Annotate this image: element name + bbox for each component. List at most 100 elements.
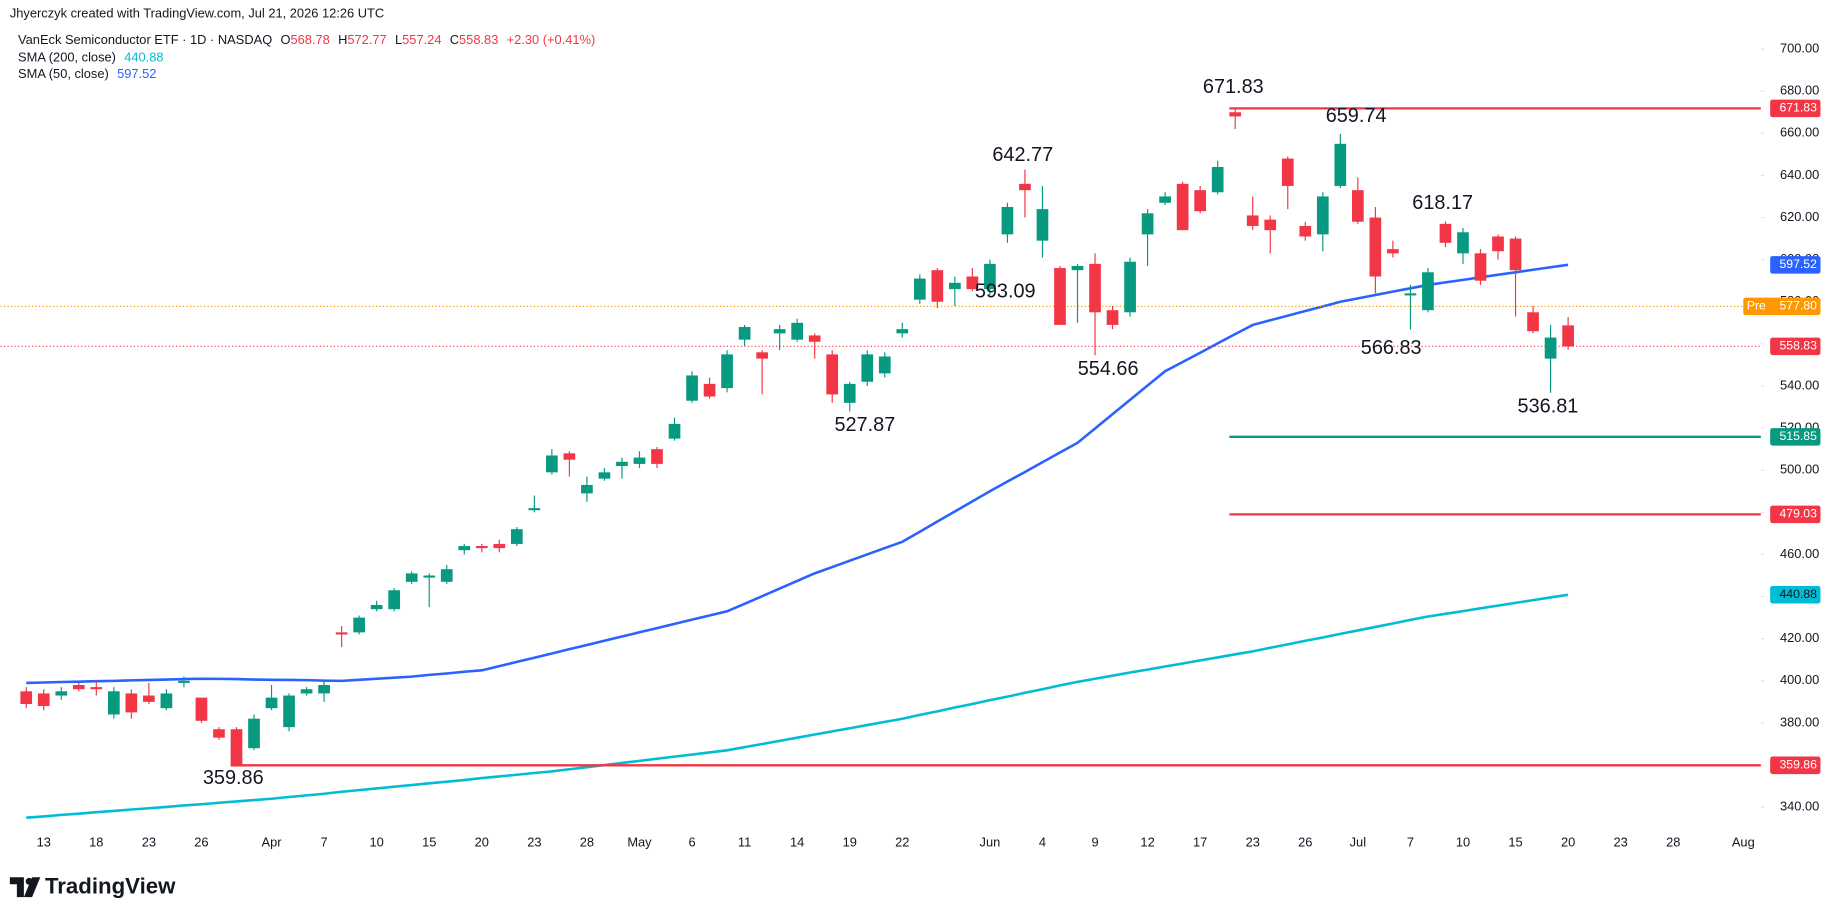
candle-body [248, 718, 260, 749]
candle-body [1264, 219, 1277, 231]
x-tick-label: 9 [1091, 835, 1098, 850]
candle-body [1334, 143, 1347, 186]
x-tick-label: 23 [142, 835, 156, 850]
x-tick-label: 7 [1407, 835, 1414, 850]
y-tick-label: 540.00 [1780, 377, 1819, 392]
ohlc-value: 568.78 [290, 32, 329, 47]
candle-body [283, 695, 295, 728]
candle-body [913, 278, 926, 300]
price-badge-label: 671.83 [1779, 101, 1817, 115]
legend-name: SMA (50, close) [18, 66, 109, 81]
candle-body [581, 484, 593, 494]
x-tick-label: 15 [422, 835, 436, 850]
price-annotation: 566.83 [1361, 337, 1422, 359]
y-tick-label: 660.00 [1780, 125, 1819, 140]
candle-body [195, 697, 208, 721]
attribution: Jhyerczyk created with TradingView.com, … [10, 5, 384, 20]
price-annotation: 642.77 [992, 144, 1053, 166]
x-tick-label: 17 [1193, 835, 1207, 850]
candle-body [1089, 263, 1101, 313]
price-annotation: 593.09 [975, 281, 1036, 303]
candle-body [1071, 265, 1084, 271]
y-tick-label: 380.00 [1780, 714, 1819, 729]
price-annotation: 618.17 [1412, 192, 1473, 214]
y-tick-label: 500.00 [1780, 462, 1819, 477]
change: +2.30 (+0.41%) [507, 32, 596, 47]
x-tick-label: 19 [843, 835, 857, 850]
x-tick-label: 6 [688, 835, 695, 850]
candle-body [20, 691, 33, 704]
sma-line [26, 263, 1569, 685]
candle-body [1036, 209, 1049, 241]
brand-logo [9, 877, 41, 898]
price-badge [1770, 505, 1821, 524]
x-tick-label: 10 [1456, 835, 1470, 850]
candle-body [703, 383, 716, 397]
candle-body [37, 693, 50, 707]
candle-body [125, 693, 138, 713]
candle-body [1106, 310, 1119, 325]
x-tick-label: 23 [1246, 835, 1260, 850]
price-badge [1770, 256, 1821, 274]
sma-line [26, 593, 1569, 819]
candle-body [1562, 325, 1574, 347]
price-badge-label: 558.83 [1779, 339, 1817, 353]
candle-body [405, 573, 418, 582]
candle-body [773, 329, 786, 334]
candle-body [143, 695, 155, 702]
x-tick-label: 10 [370, 835, 384, 850]
y-tick-label: 400.00 [1780, 672, 1819, 687]
candle-body [721, 354, 733, 389]
x-tick-label: Jul [1350, 835, 1366, 850]
price-annotation: 359.86 [203, 767, 264, 789]
candle-body [1246, 215, 1259, 226]
candle-body [1404, 293, 1417, 296]
candle-body [826, 354, 839, 395]
x-tick-label: 23 [1614, 835, 1628, 850]
legend-name: SMA (200, close) [18, 50, 116, 65]
candle-body [1194, 190, 1207, 212]
candle-body [90, 687, 103, 690]
price-badge-label: 479.03 [1779, 507, 1817, 521]
candle-body [808, 335, 821, 342]
candle-body [1001, 206, 1014, 235]
legend-value: 440.88 [124, 50, 163, 65]
price-badge-label: 359.86 [1779, 758, 1817, 772]
x-tick-label: May [627, 835, 652, 850]
candle-body [493, 543, 506, 549]
candle-body [686, 375, 698, 401]
ohlc-letter: O [280, 32, 290, 47]
candle-body [1369, 217, 1382, 277]
pre-badge [1743, 297, 1821, 316]
candle-body [1211, 166, 1224, 193]
y-tick-label: 680.00 [1780, 83, 1819, 98]
candle-body [353, 617, 365, 633]
candle-body [213, 729, 225, 738]
candle-body [861, 354, 874, 382]
brand: TradingView [45, 874, 176, 899]
candle-body [1316, 196, 1329, 235]
x-tick-label: 28 [580, 835, 594, 850]
price-annotation: 536.81 [1518, 395, 1579, 417]
candle-body [1159, 196, 1171, 203]
x-tick-label: 22 [895, 835, 909, 850]
candle-body [546, 455, 558, 473]
legend-main: VanEck Semiconductor ETF · 1D · NASDAQ O… [18, 32, 595, 47]
candle-body [388, 590, 401, 610]
candle-body [1351, 190, 1364, 222]
x-tick-label: Aug [1732, 835, 1755, 850]
candle-body [335, 632, 348, 635]
price-badge [1770, 585, 1821, 604]
pre-price: 577.80 [1779, 299, 1817, 313]
candle-body [55, 691, 68, 696]
candle-body [1281, 158, 1294, 186]
candle-body [528, 508, 541, 511]
candle-body [843, 383, 856, 403]
candle-body [1387, 249, 1399, 254]
candle-body [1457, 232, 1469, 254]
candle-body [1176, 183, 1189, 231]
x-tick-label: Apr [262, 835, 283, 850]
x-tick-label: 7 [321, 835, 328, 850]
